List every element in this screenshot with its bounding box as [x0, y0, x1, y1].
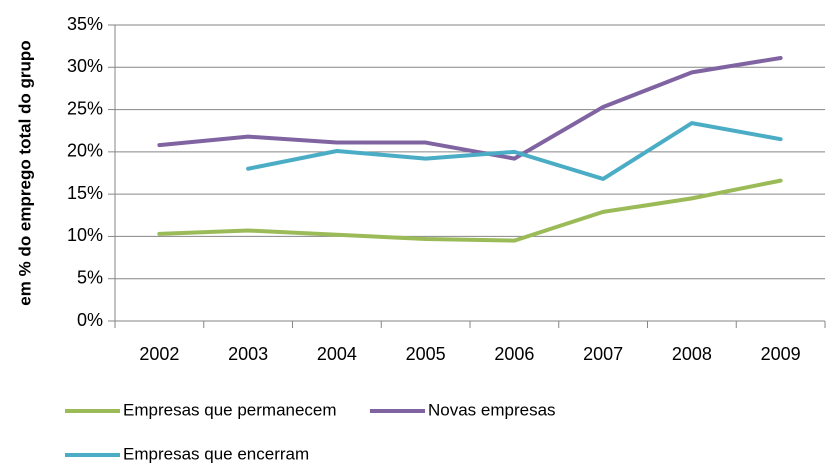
series-line: [246, 121, 783, 181]
series-line: [157, 178, 783, 243]
y-tick-label: 25%: [67, 98, 103, 118]
legend-label: Empresas que permanecem: [123, 400, 337, 419]
y-tick-label: 20%: [67, 141, 103, 161]
x-tick-label: 2002: [139, 344, 179, 364]
y-tick-label: 0%: [77, 310, 103, 330]
y-tick-label: 35%: [67, 14, 103, 34]
y-tick-label: 5%: [77, 267, 103, 287]
x-tick-label: 2008: [672, 344, 712, 364]
y-tick-label: 10%: [67, 225, 103, 245]
x-tick-label: 2009: [761, 344, 801, 364]
x-tick-label: 2004: [317, 344, 357, 364]
legend-label: Empresas que encerram: [123, 444, 309, 463]
y-tick-label: 30%: [67, 56, 103, 76]
x-tick-label: 2005: [406, 344, 446, 364]
legend: Empresas que permanecem Novas empresas Emp…: [65, 400, 556, 463]
x-tick-label: 2007: [583, 344, 623, 364]
series-line: [157, 55, 783, 161]
x-tick-label: 2003: [228, 344, 268, 364]
x-tick-label: 2006: [494, 344, 534, 364]
y-tick-label: 15%: [67, 183, 103, 203]
y-axis-label: em % do emprego total do grupo: [15, 40, 34, 305]
legend-label: Novas empresas: [428, 400, 556, 419]
